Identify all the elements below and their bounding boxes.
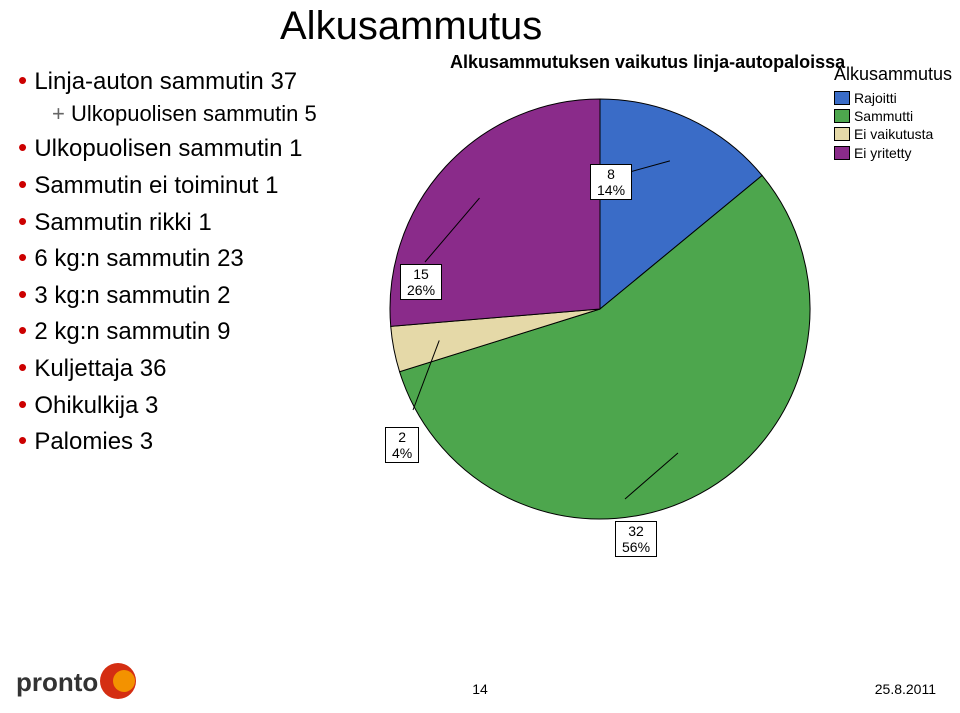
list-item: 2 kg:n sammutin 9 <box>18 312 317 349</box>
list-item: Ohikulkija 3 <box>18 386 317 423</box>
legend-item: Ei vaikutusta <box>834 125 952 143</box>
slice-label: 24% <box>385 427 419 463</box>
legend-item: Ei yritetty <box>834 144 952 162</box>
slice-label: 814% <box>590 164 632 200</box>
legend-item: Sammutti <box>834 107 952 125</box>
legend-title: Alkusammutus <box>834 64 952 85</box>
slice-label: 1526% <box>400 264 442 300</box>
page-number: 14 <box>0 681 960 697</box>
list-item: Palomies 3 <box>18 422 317 459</box>
chart-title: Alkusammutuksen vaikutus linja-autopaloi… <box>450 52 845 73</box>
list-item: 3 kg:n sammutin 2 <box>18 276 317 313</box>
list-item: Kuljettaja 36 <box>18 349 317 386</box>
footer-date: 25.8.2011 <box>875 681 936 697</box>
bullet-area: Linja-auton sammutin 37Ulkopuolisen samm… <box>18 62 317 459</box>
legend: Alkusammutus RajoittiSammuttiEi vaikutus… <box>834 64 952 162</box>
legend-item: Rajoitti <box>834 89 952 107</box>
list-item: Ulkopuolisen sammutin 5 <box>52 99 317 130</box>
list-item: Sammutin rikki 1 <box>18 203 317 240</box>
list-item: Linja-auton sammutin 37 <box>18 62 317 99</box>
list-item: Ulkopuolisen sammutin 1 <box>18 129 317 166</box>
slice-label: 3256% <box>615 521 657 557</box>
pie-chart: 814%3256%24%1526% <box>365 84 835 524</box>
page-title: Alkusammutus <box>280 4 542 49</box>
list-item: Sammutin ei toiminut 1 <box>18 166 317 203</box>
list-item: 6 kg:n sammutin 23 <box>18 239 317 276</box>
